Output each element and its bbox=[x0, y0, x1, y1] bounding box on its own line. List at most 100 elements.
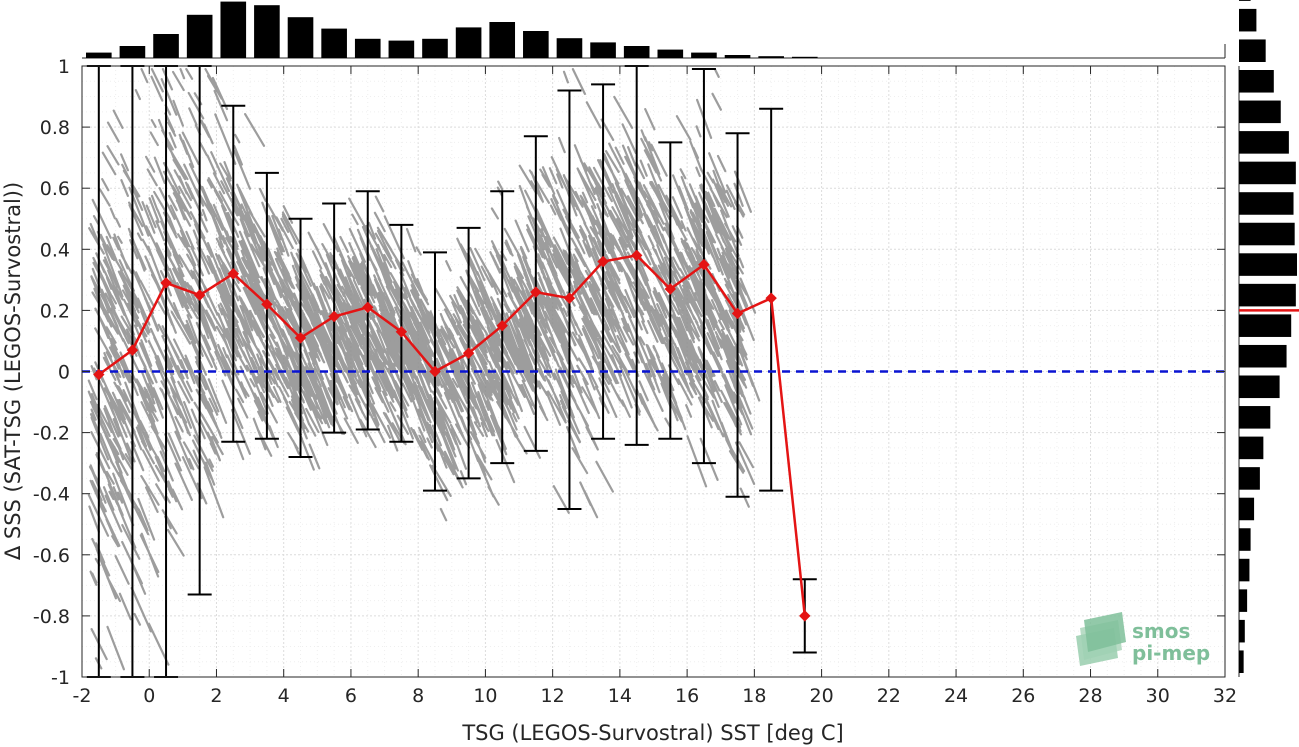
top-histogram-bar bbox=[556, 38, 583, 58]
top-histogram-bar bbox=[254, 5, 280, 58]
top-histogram-bar bbox=[691, 52, 717, 58]
mean-point bbox=[160, 277, 172, 289]
right-histogram-bar bbox=[1239, 619, 1245, 643]
right-histogram-bar bbox=[1239, 8, 1257, 32]
mean-point bbox=[294, 332, 307, 344]
top-histogram-bar bbox=[321, 28, 347, 58]
right-histogram-bar bbox=[1239, 497, 1255, 521]
right-histogram-bar bbox=[1239, 161, 1296, 185]
y-tick-label: -1 bbox=[51, 667, 70, 689]
logo-mark-icon bbox=[1076, 612, 1126, 666]
mean-point bbox=[799, 610, 811, 622]
y-tick-label: -0.4 bbox=[33, 484, 70, 506]
y-tick-label: -0.8 bbox=[33, 606, 70, 628]
top-histogram-bar bbox=[758, 56, 784, 58]
x-tick-label: 14 bbox=[608, 685, 632, 707]
right-histogram-bar bbox=[1239, 375, 1280, 399]
top-histogram bbox=[82, 1, 1226, 59]
mean-polyline bbox=[98, 254, 807, 617]
mean-point bbox=[193, 289, 206, 301]
x-tick-label: 26 bbox=[1011, 685, 1035, 707]
mean-point bbox=[328, 310, 340, 323]
right-histogram-bar bbox=[1239, 467, 1260, 490]
mean-point bbox=[731, 307, 744, 320]
y-tick-label: -0.2 bbox=[33, 423, 70, 445]
mean-point bbox=[462, 347, 475, 359]
x-tick-label: 0 bbox=[143, 685, 155, 707]
mean-point bbox=[597, 255, 609, 268]
mean-point bbox=[362, 301, 374, 314]
top-histogram-bar bbox=[791, 56, 818, 58]
y-axis-label: Δ SSS (SAT-TSG (LEGOS-Survostral)) bbox=[1, 182, 25, 560]
y-tick-label: 1 bbox=[58, 56, 70, 78]
right-histogram-bar bbox=[1239, 589, 1248, 612]
x-tick-label: 22 bbox=[877, 685, 901, 707]
right-histogram-bar bbox=[1239, 192, 1294, 215]
x-tick-label: 18 bbox=[742, 685, 766, 707]
mean-point bbox=[698, 258, 710, 271]
mean-point bbox=[496, 319, 508, 332]
mean-point bbox=[563, 292, 576, 304]
x-axis-ticks: -2 0 2 4 6 8 10 12 14 16 18 20 22 24 26 28 30 32 bbox=[73, 66, 1237, 707]
top-histogram-bar bbox=[388, 40, 415, 58]
top-histogram-bar bbox=[657, 49, 684, 58]
mean-point bbox=[261, 298, 273, 310]
mean-point bbox=[395, 326, 408, 338]
mean-point bbox=[630, 249, 643, 262]
right-histogram-bar bbox=[1239, 314, 1292, 337]
scatter-streaks bbox=[87, 68, 761, 671]
top-histogram-bar bbox=[287, 17, 314, 58]
mean-point bbox=[429, 365, 441, 378]
top-histogram-bar bbox=[455, 27, 482, 58]
top-histogram-bar bbox=[724, 55, 751, 58]
y-axis-ticks: -1 -0.8 -0.6 -0.4 -0.2 0 0.2 0.4 0.6 0.8 1 bbox=[33, 56, 1225, 689]
mean-point bbox=[227, 268, 239, 280]
x-tick-label: 2 bbox=[210, 685, 222, 707]
x-tick-label: 28 bbox=[1078, 685, 1102, 707]
right-histogram-bar bbox=[1239, 436, 1264, 460]
top-histogram-bar bbox=[86, 52, 112, 58]
top-histogram-bar bbox=[489, 22, 516, 58]
mean-point bbox=[765, 292, 777, 304]
x-tick-label: 30 bbox=[1146, 685, 1170, 707]
y-tick-label: -0.6 bbox=[33, 545, 70, 567]
x-tick-label: 16 bbox=[675, 685, 699, 707]
right-histogram-bar bbox=[1239, 283, 1296, 307]
mean-point bbox=[126, 344, 139, 356]
x-tick-label: 12 bbox=[541, 685, 565, 707]
mean-line bbox=[93, 249, 811, 622]
x-tick-label: 24 bbox=[944, 685, 968, 707]
top-histogram-bar bbox=[623, 46, 650, 58]
y-tick-label: 0.2 bbox=[40, 300, 70, 322]
smos-pi-mep-logo: smos pi-mep bbox=[1076, 612, 1210, 666]
right-histogram-bar bbox=[1239, 131, 1289, 154]
x-tick-label: -2 bbox=[73, 685, 92, 707]
x-tick-label: 6 bbox=[345, 685, 357, 707]
right-histogram-bar bbox=[1239, 558, 1250, 582]
y-tick-label: 0 bbox=[58, 362, 70, 384]
top-histogram-bar bbox=[422, 38, 448, 58]
right-histogram-bar bbox=[1239, 70, 1274, 93]
x-tick-label: 8 bbox=[412, 685, 424, 707]
top-histogram-bar bbox=[354, 38, 381, 58]
mean-point bbox=[93, 368, 105, 381]
y-tick-label: 0.8 bbox=[40, 117, 70, 139]
x-tick-label: 32 bbox=[1213, 685, 1237, 707]
mean-point bbox=[530, 286, 542, 298]
right-histogram-bar bbox=[1239, 39, 1266, 62]
right-histogram-bar bbox=[1239, 528, 1251, 551]
x-tick-label: 10 bbox=[473, 685, 497, 707]
logo-line1: smos bbox=[1132, 619, 1190, 643]
top-histogram-bar bbox=[186, 14, 213, 59]
scatter-points bbox=[87, 68, 761, 671]
top-histogram-bar bbox=[523, 31, 549, 58]
logo-line2: pi-mep bbox=[1132, 641, 1210, 665]
right-histogram-bar bbox=[1239, 344, 1287, 368]
mean-point bbox=[664, 283, 677, 295]
x-tick-label: 4 bbox=[278, 685, 290, 707]
y-tick-label: 0.6 bbox=[40, 178, 70, 200]
right-histogram-bar bbox=[1239, 0, 1251, 1]
right-histogram-bar bbox=[1239, 406, 1271, 429]
right-histogram-bar bbox=[1239, 100, 1281, 124]
